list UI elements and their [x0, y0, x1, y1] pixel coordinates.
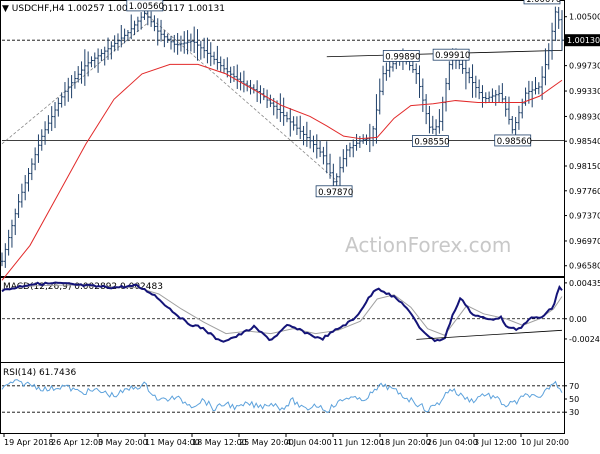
price-tick-label: 0.99730	[569, 62, 600, 71]
rsi-label: RSI(14) 61.7436	[3, 368, 76, 378]
price-tick-label: 0.98930	[569, 112, 600, 121]
macd-plot	[1, 281, 564, 343]
price-annotation-box	[432, 48, 470, 61]
time-tick-label: 4 Jun 04:00	[286, 438, 332, 447]
price-tick-label: 0.97760	[569, 187, 600, 196]
price-annotation-box	[382, 50, 420, 62]
price-annotation: 0.99910	[435, 51, 470, 61]
rsi-tick-label: 70	[569, 382, 579, 391]
rsi-panel	[0, 362, 565, 434]
price-annotation-box	[494, 134, 532, 147]
macd-trendline	[416, 329, 563, 340]
time-tick-label: 18 Jun 20:00	[380, 438, 431, 447]
rsi-tick-label: 30	[569, 408, 579, 417]
price-annotation-box	[523, 0, 561, 5]
price-panel-header: ▼ USDCHF,H4 1.00257 1.00295 1.00117 1.00…	[2, 4, 225, 14]
price-annotation-box	[315, 185, 353, 198]
rsi-line	[1, 379, 563, 414]
price-annotation-box	[411, 135, 449, 147]
watermark: ActionForex.com	[345, 233, 511, 257]
price-panel	[0, 0, 565, 277]
time-tick-label: 3 Jul 12:00	[474, 438, 517, 447]
time-tick-label: 3 May 20:00	[98, 438, 148, 447]
price-tick-label: 0.99330	[569, 87, 600, 96]
price-tick-label: 0.98150	[569, 162, 600, 171]
time-tick-label: 26 Jun 04:00	[427, 438, 478, 447]
price-plot: 1.00560 0.97870 0.99890 0.99910 0.98550 0.985…	[0, 0, 564, 281]
time-tick-label: 19 Apr 2018	[4, 438, 53, 447]
moving-average-line	[1, 63, 563, 281]
time-tick-label: 26 Apr 12:00	[51, 438, 103, 447]
macd-tick-label: 0.004351	[569, 279, 600, 288]
price-tick-label: 0.96970	[569, 237, 600, 246]
price-tick-label: 1.00500	[569, 13, 600, 22]
trendline-1	[144, 12, 339, 183]
macd-tick-label: -0.002448	[569, 335, 600, 344]
axes: 1.00500 0.99730 0.99330 0.98930 0.98540 0.981…	[3, 13, 600, 447]
price-annotation: 0.99890	[385, 52, 420, 62]
price-annotation-box	[126, 0, 164, 12]
price-annotation: 0.98550	[414, 138, 449, 148]
price-annotation: 0.97870	[318, 188, 353, 198]
rsi-tick-label: 50	[569, 395, 579, 404]
macd-tick-label: 0.00	[569, 315, 587, 324]
time-tick-label: 11 May 04:00	[145, 438, 200, 447]
price-tick-label: 0.97370	[569, 212, 600, 221]
current-price-box	[565, 34, 600, 47]
price-tick-label: 0.96580	[569, 262, 600, 271]
price-tick-label: 0.98540	[569, 137, 600, 146]
price-annotation: 1.00670	[526, 0, 561, 5]
price-annotation: 1.00560	[129, 2, 164, 12]
time-tick-label: 18 May 12:00	[192, 438, 247, 447]
current-price-label: 1.00130	[567, 36, 600, 45]
time-tick-label: 11 Jun 12:00	[333, 438, 384, 447]
rsi-plot	[1, 379, 564, 414]
macd-label: MACD(12,26,9) 0.002892 0.002483	[3, 282, 163, 292]
symbol-label: USDCHF,H4	[12, 4, 65, 14]
time-tick-label: 10 Jul 20:00	[521, 438, 569, 447]
macd-line	[1, 281, 563, 343]
macd-signal-line	[1, 284, 563, 336]
price-annotation: 0.98560	[497, 137, 532, 147]
time-tick-label: 25 May 20:00	[239, 438, 294, 447]
trendline-2	[1, 22, 148, 145]
